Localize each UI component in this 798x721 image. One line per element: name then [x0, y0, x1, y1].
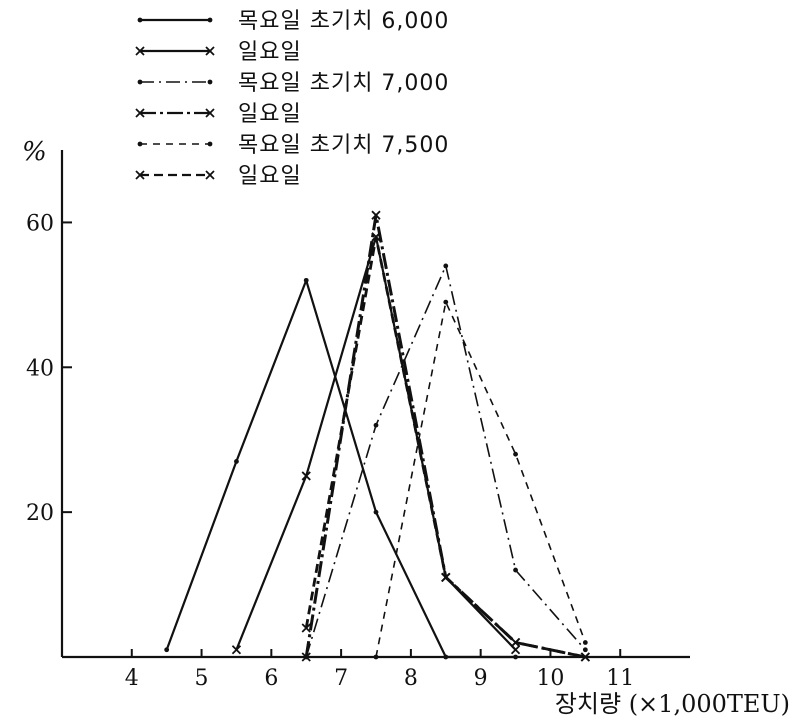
- series-1-point: [303, 277, 309, 283]
- series-5-point: [513, 451, 518, 457]
- legend-label: 목요일 초기치 7,000: [238, 71, 449, 96]
- legend-marker-right: [205, 108, 215, 118]
- series-line-4: [304, 213, 586, 659]
- series-line-2: [235, 235, 517, 651]
- legend-item: 일요일: [135, 40, 302, 65]
- x-tick-label: 6: [264, 666, 278, 691]
- y-tick-label: 20: [26, 501, 54, 526]
- legend-label: 일요일: [238, 164, 302, 189]
- series-4-point: [371, 210, 381, 220]
- legend-marker-left: [135, 170, 145, 180]
- series-5-point: [443, 299, 449, 305]
- series-6-point: [580, 652, 590, 662]
- legend-marker-left: [135, 108, 145, 118]
- y-axis-label: %: [22, 137, 47, 167]
- series-6-point: [510, 637, 521, 648]
- series-2-point: [301, 471, 311, 481]
- series-line-3: [305, 265, 586, 658]
- x-tick-label: 4: [125, 666, 139, 691]
- series-3-point: [373, 422, 379, 428]
- x-tick-label: 8: [404, 666, 418, 691]
- legend-marker-left: [137, 17, 143, 23]
- legend-item: 목요일 초기치 7,000: [137, 71, 449, 96]
- series-4-point: [301, 652, 311, 662]
- legend-label: 일요일: [238, 102, 302, 127]
- legend-item: 목요일 초기치 7,500: [137, 133, 449, 158]
- series-line-5: [375, 301, 587, 658]
- series-line-1: [165, 279, 516, 659]
- x-tick-label: 11: [606, 666, 634, 691]
- x-axis-label: 장치량 (×1,000TEU): [555, 690, 790, 718]
- y-tick-label: 60: [26, 211, 54, 236]
- legend-label: 목요일 초기치 7,500: [238, 133, 449, 158]
- legend-marker-right: [205, 46, 215, 56]
- series-3-point: [582, 647, 588, 653]
- legend-item: 일요일: [135, 164, 302, 189]
- series-5-point: [373, 654, 379, 660]
- x-tick-label: 9: [474, 666, 488, 691]
- legend-marker-left: [137, 141, 143, 147]
- series-6-point: [441, 572, 451, 582]
- x-tick-label: 7: [334, 666, 348, 691]
- series-1-point: [373, 509, 379, 515]
- series-6-point: [371, 232, 381, 242]
- series-1-point: [443, 654, 449, 660]
- legend-label: 일요일: [238, 40, 302, 65]
- legend-marker-right: [207, 141, 213, 147]
- series-1-point: [164, 647, 170, 653]
- legend-item: 목요일 초기치 6,000: [137, 9, 449, 34]
- legend-marker-left: [135, 46, 145, 56]
- legend-marker-left: [137, 79, 143, 85]
- axes: 20 40 60 4 5 6 7 8 9 10 11: [26, 150, 690, 691]
- series-3-point: [443, 263, 449, 269]
- series-2-point: [231, 645, 242, 655]
- legend-marker-right: [205, 170, 215, 180]
- y-tick-label: 40: [26, 356, 54, 381]
- series-1-point: [234, 459, 239, 464]
- legend-label: 목요일 초기치 6,000: [238, 9, 449, 34]
- plot-area: [164, 210, 590, 662]
- series-6-point: [301, 623, 311, 633]
- legend-marker-right: [207, 17, 213, 23]
- legend-marker-right: [207, 79, 213, 85]
- series-5-point: [582, 640, 588, 645]
- x-tick-label: 10: [536, 666, 564, 691]
- series-3-point: [513, 567, 518, 573]
- legend-item: 일요일: [135, 102, 302, 127]
- x-tick-label: 5: [195, 666, 209, 691]
- series-1-point: [513, 654, 518, 660]
- series-2-point: [510, 645, 521, 655]
